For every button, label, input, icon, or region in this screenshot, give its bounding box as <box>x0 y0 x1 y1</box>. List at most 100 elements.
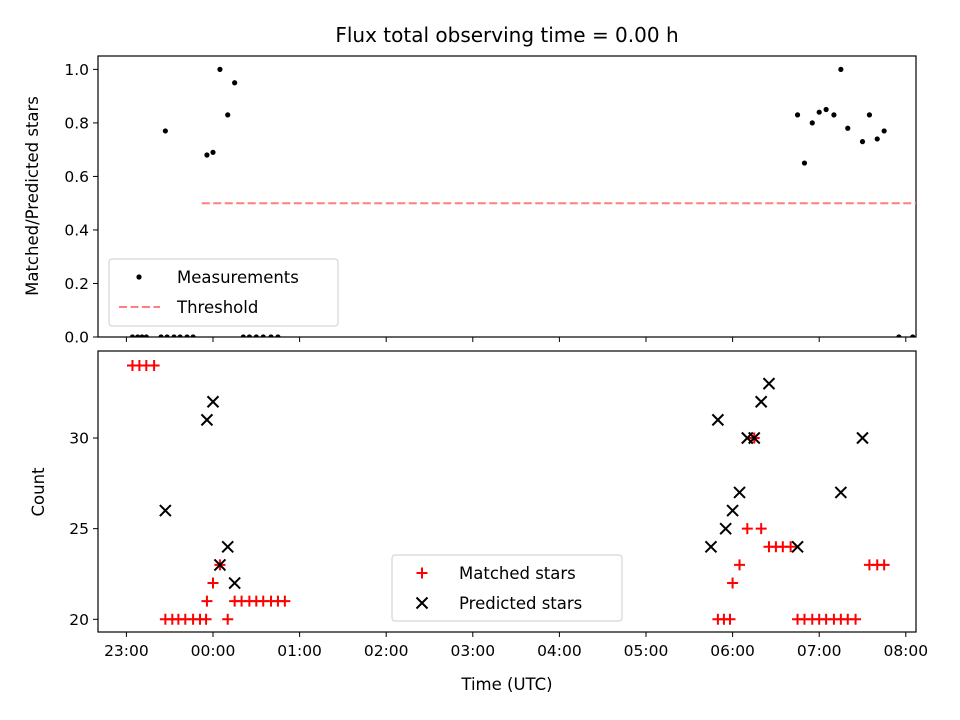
predicted-star-marker <box>791 540 804 554</box>
x-tick-label: 02:00 <box>364 642 409 660</box>
measurement-point <box>896 334 902 337</box>
measurement-point <box>217 66 223 72</box>
measurement-point <box>910 334 916 337</box>
predicted-star-marker <box>762 377 776 390</box>
top-y-axis-label: Matched/Predicted stars <box>23 96 42 296</box>
predicted-star-marker <box>200 413 214 427</box>
bottom-y-axis-label: Count <box>29 467 48 517</box>
matched-star-marker <box>850 613 862 625</box>
x-axis-label: Time (UTC) <box>460 675 552 694</box>
matched-star-marker <box>878 559 890 571</box>
legend-threshold-label: Threshold <box>176 298 258 317</box>
measurement-point <box>823 106 829 113</box>
measurement-point <box>210 149 216 155</box>
measurement-point <box>838 66 844 72</box>
top-legend-box <box>108 258 339 327</box>
bottom-y-tick-label: 30 <box>69 430 89 448</box>
measurement-point <box>143 334 149 337</box>
measurement-point <box>232 80 238 86</box>
legend-matched-marker <box>416 567 428 579</box>
x-tick-label: 04:00 <box>537 642 582 660</box>
measurement-point <box>135 334 141 337</box>
measurement-point <box>794 112 801 118</box>
predicted-star-marker <box>228 576 241 590</box>
measurement-point <box>253 334 259 337</box>
bottom-y-tick-label: 20 <box>69 611 89 629</box>
measurement-point <box>809 120 815 126</box>
x-tick-label: 06:00 <box>710 642 755 660</box>
x-tick-label: 00:00 <box>191 642 236 660</box>
predicted-star-marker <box>206 395 220 408</box>
top-y-tick-label: 0.8 <box>64 114 89 132</box>
measurement-point <box>162 128 168 134</box>
legend-matched-label: Matched stars <box>459 564 576 583</box>
measurement-point <box>947 334 952 339</box>
matched-star-marker <box>785 541 797 553</box>
top-legend: Measurements Threshold <box>108 258 339 327</box>
predicted-star-marker <box>213 558 227 572</box>
measurement-point <box>859 139 866 145</box>
top-plot-area <box>129 66 952 339</box>
measurement-point <box>139 334 145 337</box>
measurement-point <box>801 160 808 166</box>
matched-star-marker <box>222 613 234 625</box>
matched-star-marker <box>741 523 753 535</box>
measurement-point <box>158 334 164 337</box>
bottom-legend-box <box>391 554 623 622</box>
predicted-star-marker <box>748 431 761 445</box>
predicted-star-marker <box>733 486 746 499</box>
measurement-point <box>866 112 873 118</box>
predicted-star-marker <box>856 431 869 445</box>
x-tick-label: 01:00 <box>277 642 322 660</box>
predicted-star-marker <box>834 486 848 499</box>
bottom-legend: Matched stars Predicted stars <box>391 554 623 622</box>
bottom-plot-area <box>126 360 890 625</box>
measurement-point <box>816 109 822 115</box>
x-tick-label: 08:00 <box>883 642 928 660</box>
matched-star-marker <box>727 577 739 589</box>
measurement-point <box>831 112 837 118</box>
chart-title: Flux total observing time = 0.00 h <box>335 23 678 47</box>
predicted-star-marker <box>719 522 732 535</box>
matched-star-marker <box>201 595 213 607</box>
top-y-tick-label: 0.2 <box>64 275 89 293</box>
predicted-star-marker <box>704 540 718 554</box>
top-y-tick-label: 1.0 <box>64 61 89 79</box>
matched-star-marker <box>279 595 291 607</box>
matched-star-marker <box>148 360 160 372</box>
x-tick-label: 07:00 <box>797 642 842 660</box>
legend-predicted-label: Predicted stars <box>459 594 582 613</box>
measurement-point <box>260 334 266 337</box>
predicted-star-marker <box>754 395 768 408</box>
measurement-point <box>171 334 177 337</box>
measurement-point <box>129 334 136 337</box>
top-y-tick-label: 0.0 <box>64 329 89 347</box>
legend-measurement-marker <box>136 274 142 280</box>
measurement-point <box>268 334 274 337</box>
bottom-plot-frame <box>97 350 917 633</box>
measurement-point <box>240 334 246 337</box>
measurement-point <box>184 334 190 337</box>
measurement-point <box>190 334 196 337</box>
top-panel: 0.0 0.2 0.4 0.6 0.8 1.0 Measurements Threshold <box>64 55 952 347</box>
top-y-tick-label: 0.6 <box>64 168 89 186</box>
matched-star-marker <box>200 613 212 625</box>
predicted-star-marker <box>221 540 234 554</box>
legend-predicted-marker <box>415 596 429 610</box>
measurement-point <box>881 128 887 134</box>
matched-star-marker <box>755 523 767 535</box>
measurement-point <box>918 334 923 339</box>
matched-star-marker <box>734 559 746 571</box>
top-plot-frame <box>97 55 917 338</box>
bottom-y-tick-label: 25 <box>69 520 89 538</box>
legend-measurements-label: Measurements <box>177 268 299 287</box>
x-tick-label: 23:00 <box>104 642 149 660</box>
x-tick-label: 05:00 <box>624 642 669 660</box>
measurement-point <box>225 112 231 118</box>
measurement-point <box>275 334 281 337</box>
measurement-point <box>204 152 210 158</box>
top-y-tick-label: 0.4 <box>64 221 89 239</box>
x-tick-label: 03:00 <box>450 642 495 660</box>
measurement-point <box>940 334 945 339</box>
